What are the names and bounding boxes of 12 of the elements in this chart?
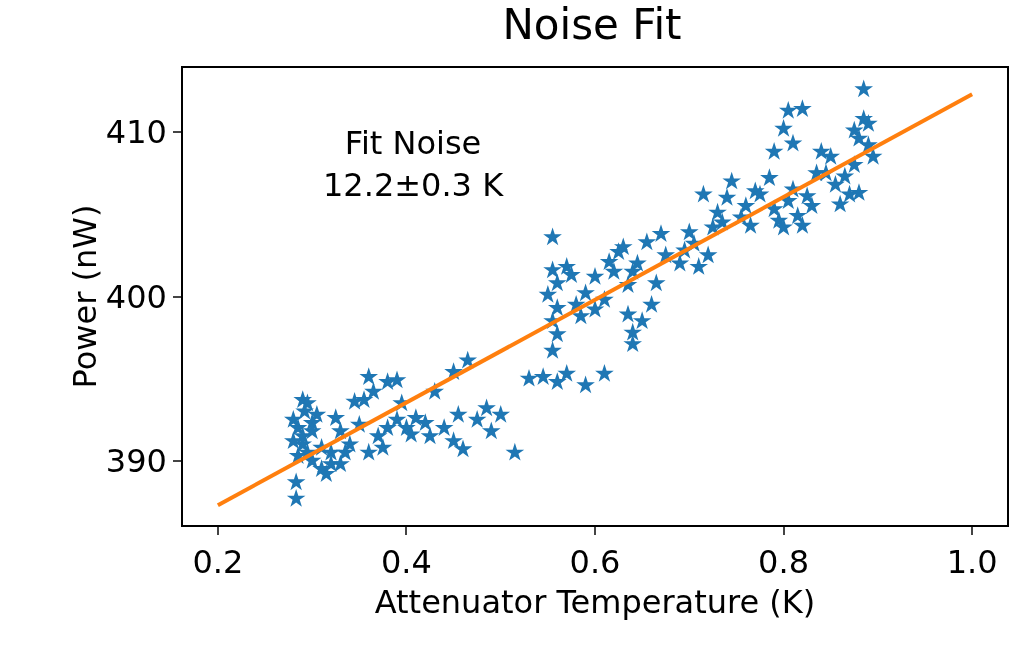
y-axis-title: Power (nW) [65,204,104,389]
x-tick-label: 0.8 [758,543,810,582]
chart-title: Noise Fit [502,0,682,50]
x-tick-label: 0.2 [192,543,244,582]
x-tick-label: 0.4 [380,543,432,582]
y-tick-label: 410 [105,113,167,152]
annotation: Fit Noise 12.2±0.3 K [323,124,505,204]
y-tick-label: 390 [105,442,167,481]
x-axis-title: Attenuator Temperature (K) [374,582,816,621]
x-tick-label: 0.6 [569,543,621,582]
y-tick-label: 400 [105,277,167,316]
x-tick-label: 1.0 [946,543,998,582]
